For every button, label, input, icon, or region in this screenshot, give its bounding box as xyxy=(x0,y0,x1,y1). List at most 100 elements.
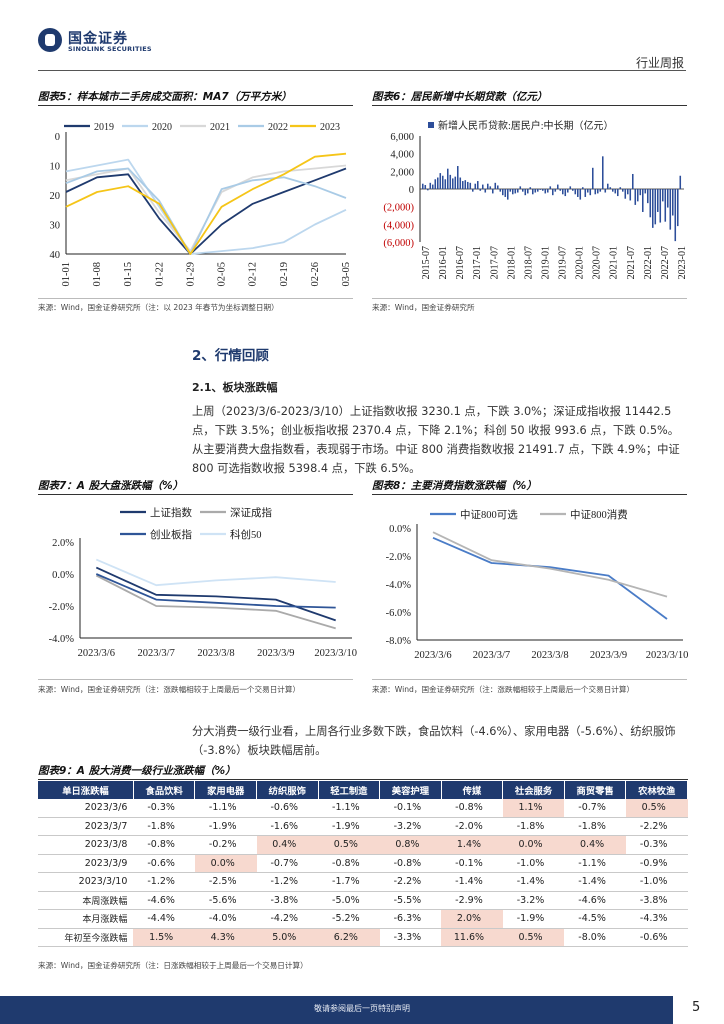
table-cell: -1.4% xyxy=(502,872,565,892)
legend-label: 2023 xyxy=(320,122,340,133)
x-tick-label: 2022-07 xyxy=(660,246,671,279)
bar xyxy=(657,189,659,212)
fig8-title-rule xyxy=(372,494,687,495)
table-cell: 5.0% xyxy=(256,928,319,947)
logo-text: 国金证券 xyxy=(68,31,128,47)
bar xyxy=(572,189,574,191)
table-row: 2023/3/10 -1.2% -2.5% -1.2% -1.7% -2.2% -1.4% -… xyxy=(38,872,688,892)
fig7-title: 图表7：A 股大盘涨跌幅（%） xyxy=(38,480,184,492)
table-cell: -3.8% xyxy=(625,891,688,910)
footer-disclaimer: 敬请参阅最后一页特别声明 xyxy=(314,1004,410,1013)
bar xyxy=(474,183,477,189)
bar xyxy=(617,189,619,197)
bar xyxy=(479,189,482,191)
table-cell: 1.5% xyxy=(133,928,195,947)
bar xyxy=(482,184,484,189)
x-tick-label: 2023/3/9 xyxy=(257,648,294,659)
bar xyxy=(664,189,667,222)
header-divider xyxy=(38,70,686,71)
x-tick-label: 2023/3/8 xyxy=(531,650,568,661)
bar xyxy=(437,177,439,189)
bar xyxy=(502,189,504,196)
fig6-source: 来源：Wind，国金证券研究所 xyxy=(372,303,475,312)
x-tick-label: 01-29 xyxy=(185,262,196,287)
fig5-source-rule xyxy=(38,298,353,299)
y-tick-label: 40 xyxy=(50,250,61,261)
bar xyxy=(422,183,424,189)
x-tick-label: 02-19 xyxy=(279,262,290,287)
x-tick-label: 01-22 xyxy=(154,262,165,287)
bar xyxy=(499,189,502,192)
bar xyxy=(429,182,432,189)
x-tick-label: 2023/3/10 xyxy=(314,648,357,659)
bar xyxy=(447,168,449,189)
legend-label: 新增人民币贷款:居民户:中长期（亿元） xyxy=(438,119,614,132)
y-tick-label: 6,000 xyxy=(390,132,414,143)
bar xyxy=(547,189,549,193)
y-tick-label: -2.0% xyxy=(386,552,412,563)
bar xyxy=(444,179,447,189)
bar xyxy=(549,186,552,189)
table-cell: -1.8% xyxy=(502,817,565,836)
legend-label: 中证800消费 xyxy=(570,508,628,521)
fig7-chart: 2.0% 0.0% -2.0% -4.0%2023/3/6 2023/3/7 2023/3… xyxy=(49,506,357,659)
y-tick-label: -4.0% xyxy=(49,634,75,645)
bar xyxy=(427,189,429,191)
bar xyxy=(562,189,564,195)
x-tick-label: 2020-07 xyxy=(592,246,603,279)
subsection-heading: 2.1、板块涨跌幅 xyxy=(192,381,278,394)
bar xyxy=(557,184,559,189)
legend-label: 2019 xyxy=(94,122,114,133)
table-cell: -2.5% xyxy=(194,872,257,892)
legend-label: 2021 xyxy=(210,122,230,133)
bar xyxy=(552,189,554,196)
bar xyxy=(564,189,567,197)
x-tick-label: 2023/3/9 xyxy=(590,650,627,661)
table-header-cell: 商贸零售 xyxy=(564,781,627,799)
table-header-label: 单日涨跌幅 xyxy=(38,781,134,799)
table-header-cell: 社会服务 xyxy=(502,781,565,799)
bar xyxy=(489,186,492,189)
bar xyxy=(634,189,637,205)
x-tick-label: 2022-01 xyxy=(643,246,654,279)
table-header-cell: 家用电器 xyxy=(194,781,257,799)
bar xyxy=(534,189,537,193)
fig6-title: 图表6：居民新增中长期贷款（亿元） xyxy=(372,91,548,103)
bar xyxy=(627,189,629,195)
bar xyxy=(672,189,674,216)
table-cell: -1.8% xyxy=(564,817,626,836)
bar xyxy=(569,186,572,189)
bar xyxy=(567,189,569,193)
industry-returns-table: 单日涨跌幅 食品饮料 家用电器 纺织服饰 轻工制造 美容护理 传媒 社会服务 商贸零售 农林牧渔 … xyxy=(38,781,688,947)
table-cell: -2.9% xyxy=(441,891,503,910)
series-line-2022 xyxy=(65,167,347,255)
fig7-source-rule xyxy=(38,679,353,680)
bar xyxy=(637,189,639,202)
section-heading: 2、行情回顾 xyxy=(192,348,269,364)
bar xyxy=(582,187,584,189)
x-tick-label: 01-15 xyxy=(123,262,134,287)
table-cell: -1.1% xyxy=(564,854,626,873)
x-tick-label: 2017-01 xyxy=(472,246,483,279)
table-cell: -0.6% xyxy=(256,799,319,818)
table-cell: -1.1% xyxy=(318,799,380,818)
x-tick-label: 2023/3/7 xyxy=(473,650,510,661)
x-tick-label: 2017-07 xyxy=(489,246,500,279)
x-tick-label: 2019-07 xyxy=(558,246,569,279)
table-cell: -5.2% xyxy=(318,909,380,929)
table-cell: -4.4% xyxy=(133,909,195,929)
fig9-title-rule xyxy=(38,779,688,780)
row-label: 年初至今涨跌幅 xyxy=(38,928,134,947)
bar xyxy=(524,189,527,196)
table-cell: -5.0% xyxy=(318,891,380,910)
x-tick-label: 2018-07 xyxy=(523,246,534,279)
table-cell: -4.2% xyxy=(256,909,319,929)
bar xyxy=(669,189,672,230)
table-header-cell: 农林牧渔 xyxy=(625,781,688,799)
bar xyxy=(497,185,499,189)
fig6-source-rule xyxy=(372,298,687,299)
table-cell: -0.7% xyxy=(564,799,626,818)
table-cell: -3.8% xyxy=(256,891,319,910)
bar xyxy=(662,189,664,202)
